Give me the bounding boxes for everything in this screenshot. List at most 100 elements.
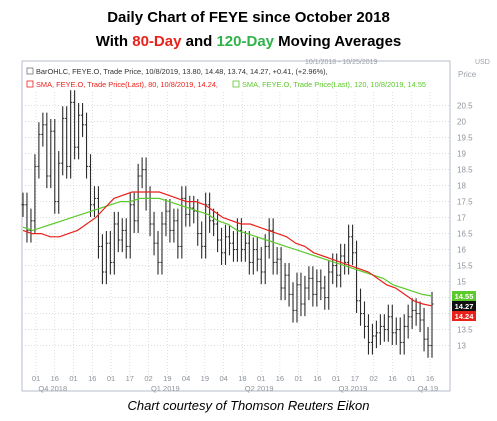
x-tick-label: 01: [32, 374, 40, 383]
ohlc-bar: [184, 186, 188, 227]
x-tick-label: 19: [163, 374, 171, 383]
ohlc-bar: [29, 208, 33, 243]
y-tick-label: 13: [457, 342, 466, 351]
ohlc-bar: [132, 192, 136, 233]
ohlc-bar: [219, 227, 224, 265]
x-tick-label: 19: [201, 374, 209, 383]
x-tick-label: 18: [238, 374, 246, 383]
legend-sma120: SMA, FEYE.O, Trade Price(Last), 120, 10/…: [242, 80, 426, 89]
x-tick-label: 01: [257, 374, 265, 383]
ohlc-bar: [160, 211, 164, 275]
currency-label: USD: [475, 59, 490, 66]
ohlc-bar: [156, 231, 160, 275]
sma120-line: [22, 197, 433, 297]
price-end-badge: [452, 301, 476, 311]
price-chart[interactable]: 1313.51414.51515.51616.51717.51818.51919…: [0, 56, 497, 396]
ohlc-bar: [394, 317, 398, 345]
y-tick-label: 15: [457, 278, 466, 287]
sma120-end-badge: [452, 291, 476, 301]
ohlc-bar: [291, 282, 295, 323]
ohlc-bar: [69, 90, 73, 179]
ohlc-bar: [108, 231, 112, 275]
ohlc-bar: [45, 112, 49, 189]
ohlc-bar: [92, 186, 97, 217]
ohlc-bar: [358, 288, 363, 326]
sma80-end-badge: [452, 311, 476, 321]
ohlc-bar: [96, 186, 101, 259]
legend-sma80-swatch: [26, 80, 34, 88]
ohlc-bar: [208, 192, 212, 233]
ohlc-bar: [374, 320, 379, 349]
x-tick-label: 16: [51, 374, 59, 383]
legend-ohlc-swatch: [26, 67, 34, 75]
x-tick-label: 04: [182, 374, 190, 383]
ohlc-bar: [386, 304, 390, 342]
y-tick-label: 17: [457, 214, 466, 223]
ohlc-bar: [37, 122, 41, 179]
ohlc-bar: [164, 199, 168, 237]
ohlc-bar: [239, 218, 243, 262]
ohlc-bar: [88, 154, 93, 217]
sma120-end-label: 14.55: [455, 292, 474, 301]
legend: BarOHLC, FEYE.O, Trade Price, 10/8/2019,…: [26, 67, 426, 89]
chart-title: Daily Chart of FEYE since October 2018: [107, 9, 390, 26]
y-tick-label: 16.5: [457, 230, 473, 239]
subtitle-prefix: With: [95, 33, 133, 50]
ohlc-bar: [73, 90, 77, 160]
ohlc-bar: [84, 112, 89, 179]
x-tick-label: 01: [107, 374, 115, 383]
ohlc-bar: [215, 211, 220, 253]
ohlc-bar: [231, 231, 236, 262]
ohlc-bar: [426, 327, 430, 358]
ohlc-bar: [430, 291, 434, 358]
ohlc-bar: [49, 119, 53, 189]
x-tick-label: 04: [219, 374, 227, 383]
ohlc-bar: [204, 192, 208, 259]
x-tick-label: 16: [388, 374, 396, 383]
ohlc-bar: [247, 231, 251, 275]
x-tick-label: 01: [69, 374, 77, 383]
ohlc-bar: [112, 211, 116, 275]
x-tick-label: 17: [126, 374, 134, 383]
price-axis-title: Price: [458, 70, 477, 79]
y-tick-label: 20: [457, 118, 466, 127]
ohlc-bar: [172, 208, 176, 243]
x-period-label: Q3 2019: [339, 384, 368, 393]
y-tick-label: 20.5: [457, 102, 473, 111]
ohlc-bar: [80, 103, 85, 137]
ohlc-bar: [350, 224, 355, 265]
date-range: 10/1/2018 - 10/25/2019: [305, 59, 378, 66]
subtitle-120-day: 120-Day: [216, 33, 275, 50]
ohlc-bar: [251, 237, 255, 275]
ohlc-bar: [100, 234, 105, 285]
ohlc-bar: [382, 314, 386, 342]
ohlc-bar: [124, 218, 128, 259]
ohlc-bar: [406, 304, 410, 339]
x-tick-label: 01: [294, 374, 302, 383]
ohlc-bar: [311, 266, 315, 307]
ohlc-bar: [295, 272, 299, 323]
ohlc-bar: [327, 259, 331, 310]
ohlc-bar: [319, 269, 323, 301]
ohlc-bar: [347, 224, 351, 275]
ohlc-bar: [422, 307, 426, 352]
ohlc-bar: [283, 263, 287, 301]
price-end-label: 14.27: [455, 302, 474, 311]
ohlc-bar: [366, 314, 371, 355]
ohlc-bar: [227, 224, 232, 256]
ohlc-bar: [271, 218, 275, 275]
x-tick-label: 01: [332, 374, 340, 383]
y-tick-label: 19.5: [457, 134, 473, 143]
ohlc-bar: [180, 186, 184, 259]
ohlc-bar: [140, 157, 144, 189]
ohlc-bar: [299, 272, 303, 317]
ohlc-bar: [331, 253, 335, 285]
ohlc-bar: [418, 301, 422, 333]
sma80-end-label: 14.24: [455, 312, 475, 321]
ohlc-bar: [57, 151, 61, 214]
ohlc-bar: [287, 263, 291, 307]
ohlc-bar: [33, 154, 37, 233]
subtitle-mid: and: [181, 33, 217, 50]
y-tick-label: 15.5: [457, 262, 473, 271]
ohlc-bar: [128, 192, 132, 259]
